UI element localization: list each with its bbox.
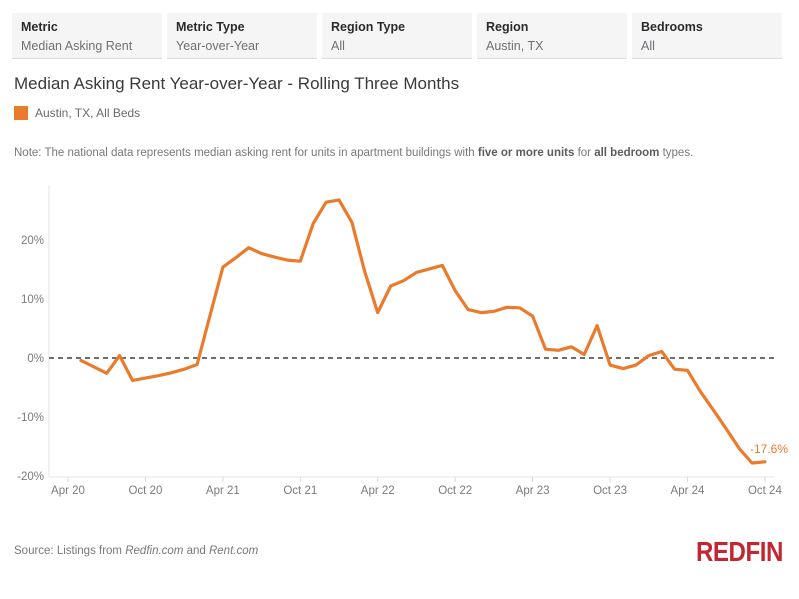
source-link-rent: Rent.com [208, 545, 259, 557]
source-link-redfin: Redfin.com [125, 545, 184, 557]
source-note: Source: Listings from Redfin.com and Ren… [14, 545, 259, 557]
rent-yoy-chart[interactable]: Apr 20 Oct 20 Apr 21 Oct 21 Apr 22 Oct 22 Apr … [0, 170, 799, 510]
page-title: Median Asking Rent Year-over-Year - Roll… [14, 74, 460, 93]
filter-metric-type-label: Metric Type [176, 20, 245, 34]
redfin-logo: REDFIN [695, 536, 784, 567]
y-tick-label: 10% [21, 294, 44, 306]
x-tick-label: Oct 22 [438, 485, 472, 497]
filter-region[interactable]: Region Austin, TX [477, 13, 627, 59]
x-tick-label: Apr 24 [671, 485, 705, 497]
legend: Austin, TX, All Beds [14, 106, 140, 120]
y-tick-label: -20% [17, 471, 44, 483]
filter-metric-type-value[interactable]: Year-over-Year [176, 39, 260, 53]
filter-metric-value[interactable]: Median Asking Rent [21, 39, 133, 53]
filter-metric[interactable]: Metric Median Asking Rent [12, 13, 162, 59]
legend-label: Austin, TX, All Beds [35, 106, 141, 120]
x-tick-label: Apr 21 [206, 485, 240, 497]
chart-area: Apr 20 Oct 20 Apr 21 Oct 21 Apr 22 Oct 22 Apr … [0, 170, 799, 515]
note-text: Note: The national data represents media… [14, 147, 694, 159]
y-tick-label: 0% [27, 353, 44, 365]
filter-region-type[interactable]: Region Type All [322, 13, 472, 59]
x-tick-label: Apr 20 [51, 485, 85, 497]
filter-bar: Metric Median Asking Rent Metric Type Ye… [12, 13, 782, 59]
filter-region-type-label: Region Type [331, 20, 406, 34]
filter-region-type-value[interactable]: All [331, 39, 345, 53]
x-tick-label: Apr 22 [361, 485, 395, 497]
filter-metric-label: Metric [21, 20, 58, 34]
y-tick-label: 20% [21, 235, 44, 247]
rent-yoy-line[interactable] [79, 198, 767, 465]
x-tick-label: Oct 21 [283, 485, 317, 497]
filter-region-label: Region [486, 20, 529, 34]
x-tick-label: Oct 23 [593, 485, 627, 497]
x-tick-label: Oct 24 [748, 485, 782, 497]
last-value-label: -17.6% [750, 442, 788, 456]
x-tick-label: Oct 20 [128, 485, 162, 497]
filter-bedrooms[interactable]: Bedrooms All [632, 13, 782, 59]
y-tick-label: -10% [17, 412, 44, 424]
legend-color-swatch [14, 106, 28, 120]
filter-region-value[interactable]: Austin, TX [486, 39, 544, 53]
filter-metric-type[interactable]: Metric Type Year-over-Year [167, 13, 317, 59]
filter-bedrooms-label: Bedrooms [641, 20, 703, 34]
filter-bedrooms-value[interactable]: All [641, 39, 655, 53]
x-tick-label: Apr 23 [516, 485, 550, 497]
